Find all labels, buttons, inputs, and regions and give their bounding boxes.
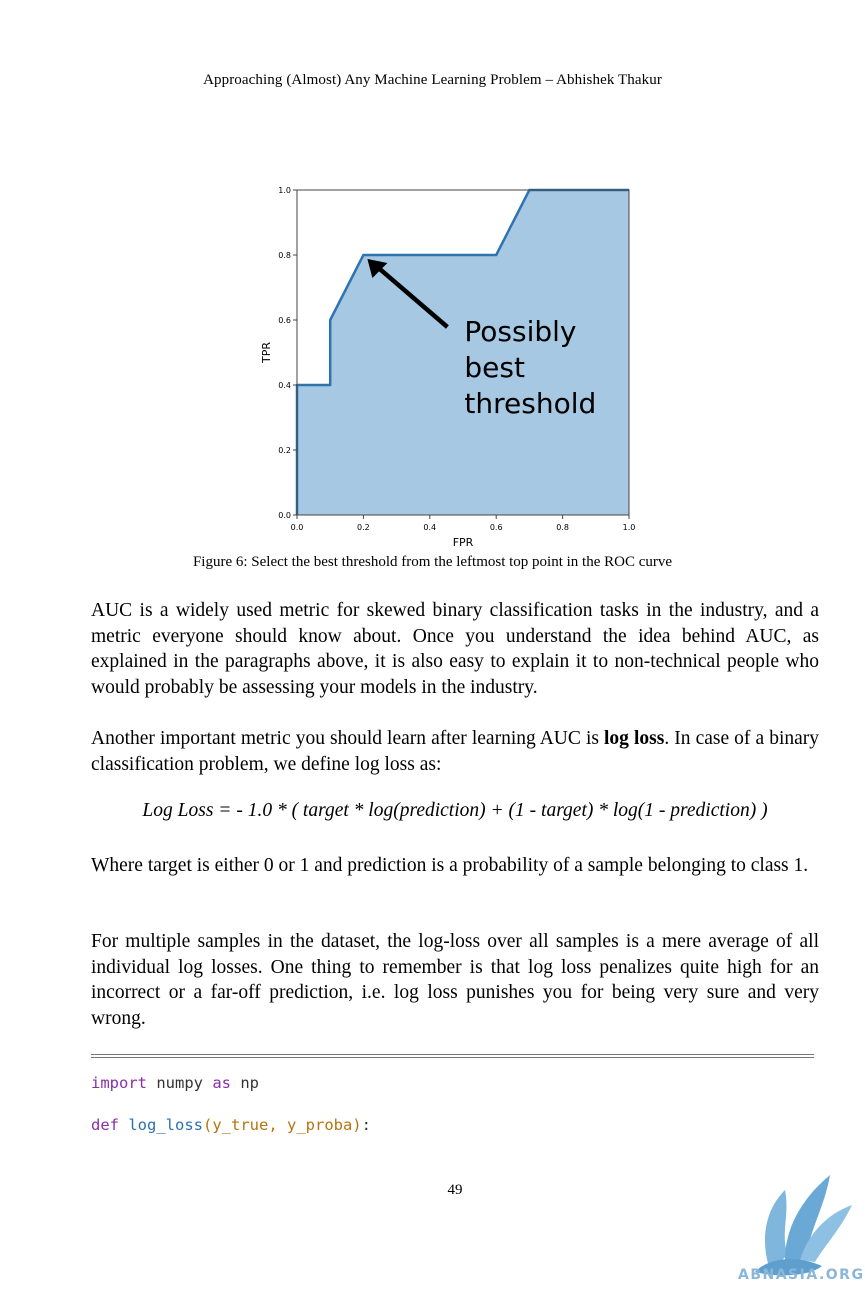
function-args: (y_true, y_proba) [203,1116,362,1134]
y-tick-label: 0.8 [278,251,291,260]
paragraph-log-loss-intro: Another important metric you should lear… [91,726,819,777]
paragraph-average-log-loss: For multiple samples in the dataset, the… [91,931,819,1029]
y-tick-label: 0.4 [278,381,291,390]
watermark-text: ABNASIA.ORG [738,1267,865,1283]
y-tick-label: 0.0 [278,511,291,520]
y-tick-label: 0.2 [278,446,291,455]
keyword-as: as [212,1074,231,1092]
y-tick-label: 1.0 [278,186,291,195]
annotation-text-line: Possibly [464,315,576,348]
x-tick-label: 0.6 [490,523,503,532]
y-axis-label: TPR [260,342,273,364]
log-loss-term: log loss [604,728,665,749]
annotation-arrow-head [367,259,388,278]
roc-area-fill [297,190,629,515]
x-axis-label: FPR [453,536,474,548]
module-alias: np [231,1074,259,1092]
x-tick-label: 0.0 [291,523,304,532]
annotation-text-line: threshold [464,387,596,420]
annotation-text-line: best [464,351,525,384]
p2-text-after: . In case of a binary classification pro… [91,728,820,775]
page-number: 49 [447,1182,463,1198]
running-header: Approaching (Almost) Any Machine Learnin… [203,72,662,88]
plot-frame [296,189,630,516]
roc-curve-line [295,188,629,515]
code-block-rule [91,1054,814,1058]
log-loss-formula: Log Loss = - 1.0 * ( target * log(predic… [142,800,768,821]
x-tick-label: 0.2 [357,523,370,532]
figure-caption: Figure 6: Select the best threshold from… [192,554,673,570]
function-colon: : [361,1116,371,1134]
p2-text-before: Another important metric you should lear… [91,728,605,749]
x-tick-label: 1.0 [623,523,636,532]
y-tick-label: 0.6 [278,316,291,325]
keyword-def: def [91,1116,119,1134]
paragraph-target-definition: Where target is either 0 or 1 and predic… [91,855,809,876]
code-line-import: import numpy as np [91,1074,259,1092]
module-name: numpy [147,1074,213,1092]
keyword-import: import [91,1074,147,1092]
code-line-def: def log_loss(y_true, y_proba): [91,1116,371,1134]
paragraph-auc: AUC is a widely used metric for skewed b… [91,600,819,698]
x-tick-label: 0.4 [423,523,436,532]
annotation-arrow-shaft [375,265,449,329]
function-name: log_loss [128,1116,203,1134]
roc-curve-chart: 0.0 0.2 0.4 0.6 0.8 1.0 0.0 0.2 0.4 0.6 0.8 1.0 FPR T… [260,186,636,548]
bird-logo-icon [755,1175,852,1276]
x-tick-label: 0.8 [556,523,569,532]
